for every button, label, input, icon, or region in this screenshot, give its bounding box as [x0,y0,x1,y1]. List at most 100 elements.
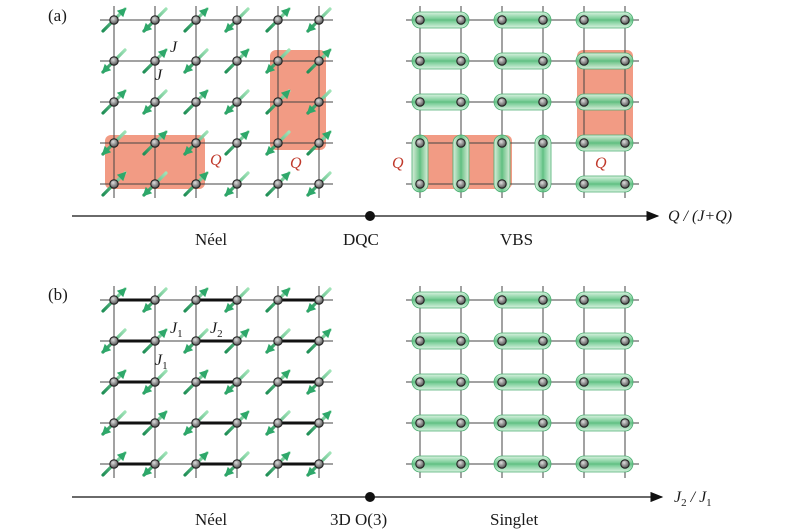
site-dot-icon [579,418,589,428]
spin-arrow-icon [183,343,194,354]
site-dot-icon [579,459,589,469]
panel-a: (a) J J Q Q Q Q Q / (J+Q) Néel DQC VBS [48,6,732,249]
plaquette-highlight [270,50,326,150]
site-dot-icon [456,336,466,346]
phase-label-singlet: Singlet [490,510,538,529]
spin-arrow-icon [280,171,291,182]
dimer-singlet-icon [411,414,470,432]
site-dot-icon [273,336,283,346]
site-dot-icon [579,336,589,346]
site-dot-icon [314,179,324,189]
site-dot-icon [497,418,507,428]
site-dot-icon [415,377,425,387]
site-dot-icon [538,15,548,25]
dimer-singlet-icon [575,93,634,111]
site-dot-icon [273,97,283,107]
site-dot-icon [620,179,630,189]
dimer-singlet-icon [411,332,470,350]
dimer-singlet-icon [493,373,552,391]
site-dot-icon [273,179,283,189]
dimer-singlet-icon [575,175,634,193]
site-dot-icon [497,15,507,25]
dimer-singlet-icon [493,414,552,432]
spin-arrow-icon [101,145,112,156]
site-dot-icon [191,56,201,66]
site-dot-icon [620,15,630,25]
spin-arrow-icon [157,410,168,421]
site-dot-icon [620,295,630,305]
site-dot-icon [456,418,466,428]
panel-a-label: (a) [48,6,67,25]
spin-arrow-icon [239,48,250,59]
site-dot-icon [150,138,160,148]
site-dot-icon [538,295,548,305]
spin-arrow-icon [321,130,332,141]
site-dot-icon [191,15,201,25]
site-dot-icon [232,459,242,469]
site-dot-icon [232,15,242,25]
spin-arrow-icon [239,410,250,421]
site-dot-icon [620,336,630,346]
dimer-singlet-icon [411,455,470,473]
vbs-lattice-a [406,6,639,198]
spin-arrow-icon [280,451,291,462]
spin-arrow-icon [157,130,168,141]
site-dot-icon [150,56,160,66]
spin-arrow-icon [142,22,153,33]
site-dot-icon [456,56,466,66]
site-dot-icon [415,56,425,66]
spin-arrow-icon [224,384,235,395]
spin-arrow-icon [224,104,235,115]
site-dot-icon [415,97,425,107]
site-dot-icon [456,179,466,189]
site-dot-icon [109,295,119,305]
dimer-singlet-icon [493,11,552,29]
site-dot-icon [191,377,201,387]
spin-arrow-icon [142,302,153,313]
spin-arrow-icon [280,7,291,18]
spin-arrow-icon [239,130,250,141]
spin-arrow-icon [157,328,168,339]
spin-arrow-icon [265,145,276,156]
site-dot-icon [314,15,324,25]
dimer-singlet-icon [575,291,634,309]
site-dot-icon [150,459,160,469]
site-dot-icon [415,179,425,189]
phase-label-3d-o3: 3D O(3) [330,510,387,529]
spin-arrow-icon [142,186,153,197]
spin-arrow-icon [116,7,127,18]
site-dot-icon [191,97,201,107]
site-dot-icon [314,97,324,107]
site-dot-icon [191,459,201,469]
site-dot-icon [579,377,589,387]
site-dot-icon [150,336,160,346]
panel-b-label: (b) [48,285,68,304]
site-dot-icon [415,336,425,346]
spin-arrow-icon [306,466,317,477]
site-dot-icon [232,295,242,305]
axis-label-b: J2 / J1 [674,489,712,509]
dimer-singlet-icon [575,134,634,152]
site-dot-icon [415,295,425,305]
spin-arrow-icon [306,104,317,115]
dimer-singlet-icon [575,414,634,432]
site-dot-icon [314,418,324,428]
site-dot-icon [150,295,160,305]
dimer-singlet-icon [411,93,470,111]
site-dot-icon [232,418,242,428]
site-dot-icon [109,138,119,148]
spin-arrow-icon [280,287,291,298]
site-dot-icon [538,418,548,428]
site-dot-icon [497,56,507,66]
site-dot-icon [620,377,630,387]
dimer-singlet-icon [575,11,634,29]
critical-point-dot [365,211,375,221]
spin-arrow-icon [101,425,112,436]
site-dot-icon [191,138,201,148]
spin-arrow-icon [280,369,291,380]
site-dot-icon [232,138,242,148]
dimer-singlet-icon [411,134,429,193]
spin-arrow-icon [101,63,112,74]
site-dot-icon [579,179,589,189]
spin-arrow-icon [239,328,250,339]
